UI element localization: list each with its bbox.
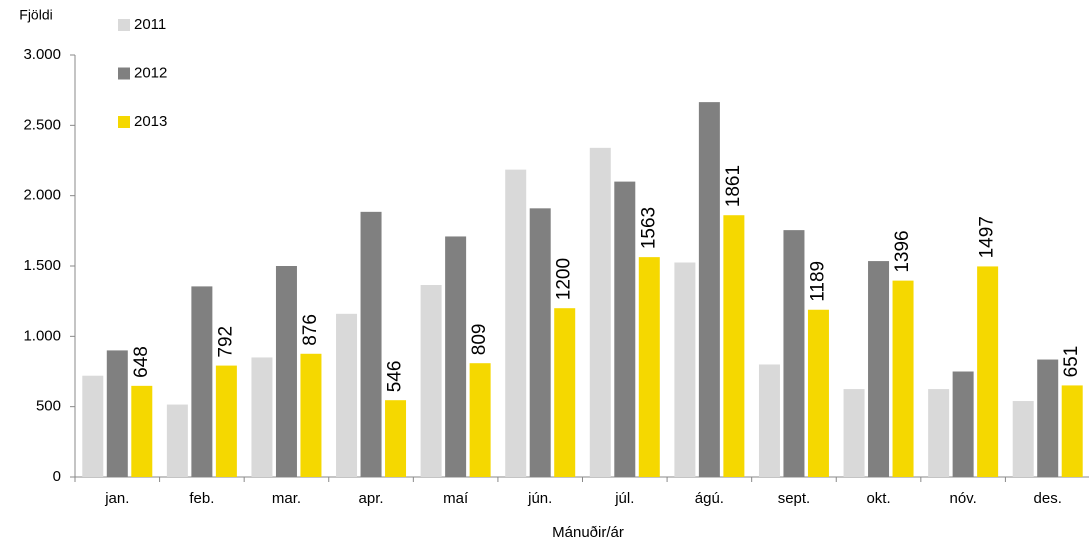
bar — [106, 350, 128, 477]
x-tick-label: jún. — [527, 490, 552, 507]
legend-swatch — [118, 67, 130, 80]
bar — [614, 181, 636, 477]
bar — [1037, 359, 1059, 477]
bar — [892, 280, 914, 477]
y-axis-title: Fjöldi — [19, 7, 52, 23]
data-label: 809 — [469, 323, 490, 355]
bar — [868, 261, 890, 477]
bar — [952, 371, 974, 477]
y-tick-label: 500 — [36, 398, 61, 415]
data-label: 1189 — [807, 261, 828, 302]
legend-swatch — [118, 116, 130, 128]
bar — [420, 284, 442, 477]
legend-swatch — [118, 19, 130, 31]
data-label: 546 — [385, 360, 406, 392]
bar — [977, 266, 999, 477]
x-axis-title: Mánuðir/ár — [552, 524, 624, 541]
data-label: 1497 — [977, 216, 998, 258]
x-tick-label: jan. — [104, 490, 129, 507]
data-label: 1396 — [892, 230, 913, 272]
x-tick-label: sept. — [778, 490, 811, 507]
bar — [807, 309, 829, 477]
x-tick-label: ágú. — [695, 490, 724, 507]
bar — [1061, 385, 1083, 477]
bar — [698, 102, 720, 477]
bar — [638, 257, 660, 477]
x-tick-label: nóv. — [950, 490, 977, 507]
x-tick-label: okt. — [866, 490, 890, 507]
bar — [674, 262, 696, 477]
data-label: 792 — [215, 326, 236, 358]
bar — [251, 357, 273, 477]
legend-label: 2013 — [134, 113, 167, 130]
bar — [336, 313, 358, 477]
x-tick-label: des. — [1034, 490, 1062, 507]
bar — [723, 215, 745, 477]
y-tick-label: 1.500 — [23, 257, 61, 274]
bar — [445, 236, 467, 477]
bar — [529, 208, 551, 477]
bar — [360, 211, 382, 478]
bar — [82, 375, 104, 477]
bar — [843, 389, 865, 477]
bar — [131, 385, 153, 477]
bar — [1012, 401, 1034, 477]
x-tick-label: maí — [443, 490, 469, 507]
y-tick-label: 2.000 — [23, 187, 61, 204]
bar — [928, 389, 950, 477]
bar — [275, 266, 297, 477]
y-tick-label: 2.500 — [23, 116, 61, 133]
legend-label: 2011 — [134, 16, 166, 33]
legend-label: 2012 — [134, 64, 167, 81]
bar — [505, 169, 527, 478]
data-label: 1563 — [638, 207, 659, 249]
data-label: 1200 — [554, 258, 575, 300]
bar — [554, 308, 576, 477]
x-tick-label: feb. — [189, 490, 214, 507]
bar — [300, 353, 322, 477]
x-tick-label: júl. — [614, 490, 634, 507]
x-tick-label: mar. — [272, 490, 301, 507]
y-tick-label: 0 — [53, 468, 61, 485]
bar — [215, 365, 237, 477]
bar — [589, 147, 611, 477]
data-label: 651 — [1061, 346, 1082, 378]
bar — [758, 364, 780, 477]
bar — [191, 286, 213, 477]
data-label: 1861 — [723, 165, 744, 207]
bar — [166, 404, 188, 477]
bar — [469, 363, 491, 477]
bar — [783, 230, 805, 477]
y-tick-label: 3.000 — [23, 46, 61, 63]
data-label: 648 — [131, 346, 152, 378]
bar — [385, 400, 407, 477]
data-label: 876 — [300, 314, 321, 346]
y-tick-label: 1.000 — [23, 327, 61, 344]
x-tick-label: apr. — [359, 490, 384, 507]
